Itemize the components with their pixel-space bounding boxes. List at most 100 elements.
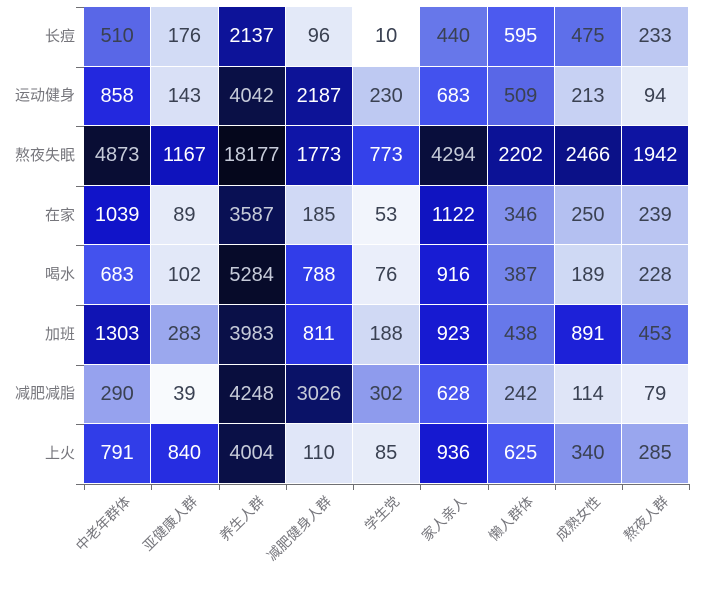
heatmap-cell[interactable]: 76	[353, 245, 420, 304]
cell-value: 1773	[296, 144, 342, 167]
cell-value: 340	[571, 442, 605, 465]
heatmap-cell[interactable]: 475	[554, 7, 621, 66]
cell-value: 233	[638, 25, 672, 48]
heatmap-cell[interactable]: 791	[84, 424, 151, 483]
cell-value: 595	[503, 25, 538, 48]
heatmap-cell[interactable]: 143	[151, 66, 218, 126]
heatmap-cell[interactable]: 858	[84, 66, 151, 126]
cell-value: 625	[503, 442, 538, 465]
heatmap-cell[interactable]: 285	[622, 424, 689, 483]
heatmap-cell[interactable]: 346	[487, 185, 554, 245]
heatmap-cell[interactable]: 510	[84, 7, 151, 66]
cell-value: 213	[571, 84, 605, 107]
heatmap-cell[interactable]: 4294	[420, 126, 487, 185]
heatmap-cell[interactable]: 3983	[218, 305, 285, 364]
heatmap-cell[interactable]: 85	[353, 424, 420, 483]
heatmap-cell[interactable]: 387	[487, 245, 554, 304]
cell-value: 230	[369, 84, 403, 107]
heatmap-cell[interactable]: 916	[420, 245, 487, 304]
heatmap-cell[interactable]: 2466	[554, 126, 621, 185]
heatmap-cell[interactable]: 4004	[218, 424, 285, 483]
heatmap-cell[interactable]: 1167	[151, 126, 218, 185]
x-axis-tick	[353, 483, 354, 490]
heatmap-cell[interactable]: 233	[622, 7, 689, 66]
heatmap-cell[interactable]: 3026	[285, 364, 352, 424]
heatmap-cell[interactable]: 283	[151, 305, 218, 364]
heatmap-cell[interactable]: 2187	[285, 66, 352, 126]
cell-value: 18177	[223, 144, 280, 167]
heatmap-cell[interactable]: 4042	[218, 66, 285, 126]
heatmap-cell[interactable]: 936	[420, 424, 487, 483]
heatmap-cell[interactable]: 923	[420, 305, 487, 364]
heatmap-cell[interactable]: 1122	[420, 185, 487, 245]
heatmap-cell[interactable]: 290	[84, 364, 151, 424]
heatmap-cell[interactable]: 1303	[84, 305, 151, 364]
cell-value: 2466	[565, 144, 611, 167]
heatmap-cell[interactable]: 595	[487, 7, 554, 66]
cell-value: 228	[638, 263, 672, 286]
heatmap-cell[interactable]: 102	[151, 245, 218, 304]
heatmap-cell[interactable]: 110	[285, 424, 352, 483]
heatmap-cell[interactable]: 4873	[84, 126, 151, 185]
heatmap-cell[interactable]: 96	[285, 7, 352, 66]
heatmap-cell[interactable]: 18177	[218, 126, 285, 185]
cell-value: 39	[173, 382, 196, 405]
heatmap-cell[interactable]: 5284	[218, 245, 285, 304]
heatmap-cell[interactable]: 4248	[218, 364, 285, 424]
heatmap-cell[interactable]: 340	[554, 424, 621, 483]
y-axis-tick	[76, 245, 84, 247]
heatmap-cell[interactable]: 683	[420, 66, 487, 126]
heatmap-cell[interactable]: 114	[554, 364, 621, 424]
heatmap-cell[interactable]: 185	[285, 185, 352, 245]
heatmap-cell[interactable]: 242	[487, 364, 554, 424]
heatmap-cell[interactable]: 3587	[218, 185, 285, 245]
cell-value: 79	[644, 382, 667, 405]
heatmap-cell[interactable]: 453	[622, 305, 689, 364]
heatmap-cell[interactable]: 1942	[622, 126, 689, 185]
heatmap-cell[interactable]: 94	[622, 66, 689, 126]
heatmap-cell[interactable]: 239	[622, 185, 689, 245]
heatmap-cell[interactable]: 625	[487, 424, 554, 483]
heatmap-cell[interactable]: 1773	[285, 126, 352, 185]
heatmap-cell[interactable]: 250	[554, 185, 621, 245]
heatmap-cell[interactable]: 2202	[487, 126, 554, 185]
cell-value: 3026	[296, 382, 342, 405]
y-axis-tick	[76, 7, 84, 8]
heatmap-cell[interactable]: 1039	[84, 185, 151, 245]
heatmap-cell[interactable]: 39	[151, 364, 218, 424]
heatmap-cell[interactable]: 176	[151, 7, 218, 66]
heatmap-cell[interactable]: 811	[285, 305, 352, 364]
heatmap-cell[interactable]: 840	[151, 424, 218, 483]
heatmap-cell[interactable]: 79	[622, 364, 689, 424]
heatmap-cell[interactable]: 509	[487, 66, 554, 126]
heatmap-cell[interactable]: 189	[554, 245, 621, 304]
heatmap-cell[interactable]: 440	[420, 7, 487, 66]
heatmap-cell[interactable]: 2137	[218, 7, 285, 66]
heatmap-cell[interactable]: 773	[353, 126, 420, 185]
cell-value: 4042	[229, 84, 274, 107]
cell-value: 475	[571, 25, 605, 48]
cell-value: 290	[100, 382, 134, 405]
heatmap-cell[interactable]: 788	[285, 245, 352, 304]
heatmap-cell[interactable]: 228	[622, 245, 689, 304]
heatmap-cell[interactable]: 188	[353, 305, 420, 364]
cell-value: 509	[503, 84, 538, 107]
y-axis-label: 运动健身	[14, 87, 75, 105]
x-axis-label: 减肥健身人群	[263, 492, 335, 564]
cell-value: 438	[503, 323, 538, 346]
heatmap-cell[interactable]: 302	[353, 364, 420, 424]
heatmap-cell[interactable]: 230	[353, 66, 420, 126]
cell-value: 923	[436, 323, 471, 346]
cell-value: 239	[638, 204, 672, 227]
heatmap-cell[interactable]: 683	[84, 245, 151, 304]
heatmap-cell[interactable]: 891	[554, 305, 621, 364]
heatmap-cell[interactable]: 628	[420, 364, 487, 424]
cell-value: 683	[100, 263, 134, 286]
cell-value: 302	[369, 382, 403, 405]
heatmap-cell[interactable]: 53	[353, 185, 420, 245]
heatmap-cell[interactable]: 10	[353, 7, 420, 66]
heatmap-cell[interactable]: 213	[554, 66, 621, 126]
heatmap-cell[interactable]: 89	[151, 185, 218, 245]
y-axis-label: 喝水	[44, 266, 75, 284]
heatmap-cell[interactable]: 438	[487, 305, 554, 364]
